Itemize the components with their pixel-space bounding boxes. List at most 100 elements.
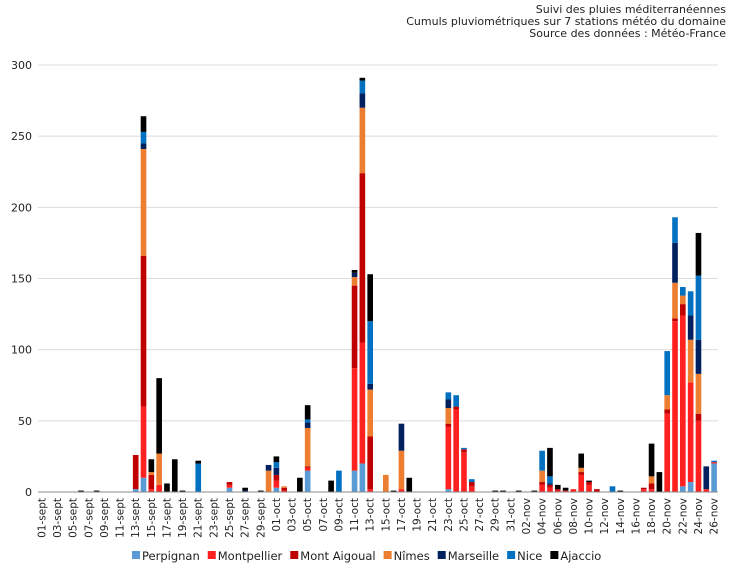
- legend: Perpignan Montpellier Mont Aigoual Nîmes Mar…: [132, 549, 601, 563]
- chart-title-line-2: Cumuls pluviométriques sur 7 stations mé…: [406, 15, 726, 28]
- bar-segment: [273, 462, 280, 468]
- bar-segment: [492, 490, 499, 492]
- y-tick-label: 150: [11, 273, 32, 286]
- y-tick-label: 100: [11, 344, 32, 357]
- bar-segment: [140, 477, 147, 492]
- x-tick-label: 07-oct: [318, 498, 330, 532]
- x-tick-label: 23-oct: [443, 498, 455, 532]
- bar-segment: [304, 427, 311, 467]
- x-tick-label: 09-oct: [333, 498, 345, 532]
- x-tick-label: 05-sept: [68, 498, 80, 538]
- bar-segment: [562, 490, 569, 492]
- bar-segment: [273, 480, 280, 488]
- bar-segment: [78, 490, 84, 492]
- bar-segment: [242, 490, 248, 492]
- bar-segment: [156, 484, 162, 492]
- legend-item: Nîmes: [383, 549, 430, 563]
- x-tick-label: 23-sept: [208, 498, 220, 538]
- bar-segment: [648, 483, 655, 490]
- bar-segment: [351, 272, 358, 278]
- bar-segment: [359, 80, 366, 94]
- x-tick-label: 05-oct: [302, 498, 314, 532]
- x-tick-label: 19-sept: [177, 498, 189, 538]
- bar-segment: [140, 143, 147, 149]
- bar-segment: [351, 285, 358, 369]
- bar-segment: [547, 484, 553, 488]
- legend-swatch: [132, 551, 140, 559]
- legend-swatch: [290, 551, 299, 559]
- x-tick-label: 11-sept: [115, 498, 127, 538]
- bar-segment: [703, 489, 710, 492]
- bar-segment: [304, 405, 311, 420]
- bar-segment: [570, 489, 577, 492]
- bar-segment: [93, 490, 100, 492]
- x-tick-label: 01-oct: [271, 498, 283, 532]
- legend-swatch: [550, 551, 559, 559]
- bar-segment: [468, 482, 475, 487]
- bar-segment: [265, 464, 272, 471]
- legend-item: Ajaccio: [550, 549, 601, 563]
- legend-item: Nice: [507, 549, 542, 563]
- bar-segment: [445, 408, 452, 424]
- bar-segment: [672, 217, 678, 243]
- x-tick-label: 17-sept: [161, 498, 173, 538]
- bar-segment: [680, 287, 686, 296]
- bar-segment: [304, 419, 311, 423]
- x-tick-label: 22-nov: [677, 498, 689, 534]
- bar-segment: [640, 487, 647, 490]
- bar-segment: [140, 406, 147, 478]
- bar-segment: [695, 373, 702, 414]
- bar-segment: [672, 282, 678, 319]
- x-tick-label: 15-oct: [380, 498, 392, 532]
- bar-segment: [539, 470, 545, 483]
- bar-segment: [367, 489, 373, 492]
- bar-segment: [445, 489, 452, 492]
- bar-segment: [640, 489, 647, 492]
- bar-segment: [586, 480, 592, 483]
- x-tick-label: 06-nov: [552, 498, 564, 534]
- bar-segment: [609, 486, 616, 492]
- bar-segment: [461, 452, 467, 492]
- bar-segment: [578, 467, 585, 473]
- legend-label: Perpignan: [142, 549, 200, 563]
- grid-lines: [38, 64, 718, 422]
- bar-segment: [578, 472, 585, 475]
- bar-segment: [257, 490, 264, 492]
- x-tick-label: 12-nov: [599, 498, 611, 534]
- bar-segment: [351, 368, 358, 471]
- bar-segment: [695, 420, 702, 492]
- bar-segment: [445, 426, 452, 490]
- x-tick-label: 13-sept: [130, 498, 142, 538]
- bar-segment: [359, 342, 366, 464]
- bar-segment: [359, 77, 366, 81]
- bar-segment: [547, 483, 553, 485]
- bar-segment: [195, 463, 202, 492]
- bar-segment: [336, 470, 342, 492]
- bar-segment: [226, 484, 233, 488]
- legend-label: Nice: [517, 549, 542, 563]
- bar-segment: [664, 395, 671, 410]
- bar-segment: [398, 450, 405, 490]
- bar-segment: [273, 456, 280, 463]
- bar-segment: [304, 467, 311, 471]
- x-tick-label: 29-sept: [255, 498, 267, 538]
- legend-swatch: [207, 551, 216, 559]
- bar-segment: [367, 321, 373, 384]
- bar-segment: [711, 462, 717, 464]
- bar-segment: [273, 474, 280, 481]
- bar-segment: [148, 459, 155, 473]
- bar-segment: [140, 255, 147, 407]
- legend-item: Montpellier: [207, 549, 283, 563]
- bar-segment: [328, 480, 334, 492]
- bar-segment: [687, 339, 694, 383]
- legend-item: Mont Aigoual: [290, 549, 376, 563]
- bar-segment: [578, 474, 585, 492]
- bar-segment: [547, 447, 553, 477]
- x-tick-label: 31-oct: [505, 498, 517, 532]
- bar-segment: [281, 487, 288, 491]
- bar-segment: [453, 406, 459, 410]
- x-tick-label: 11-oct: [349, 498, 361, 532]
- bar-segment: [140, 131, 147, 144]
- bar-segment: [617, 490, 624, 492]
- bar-segment: [398, 423, 405, 451]
